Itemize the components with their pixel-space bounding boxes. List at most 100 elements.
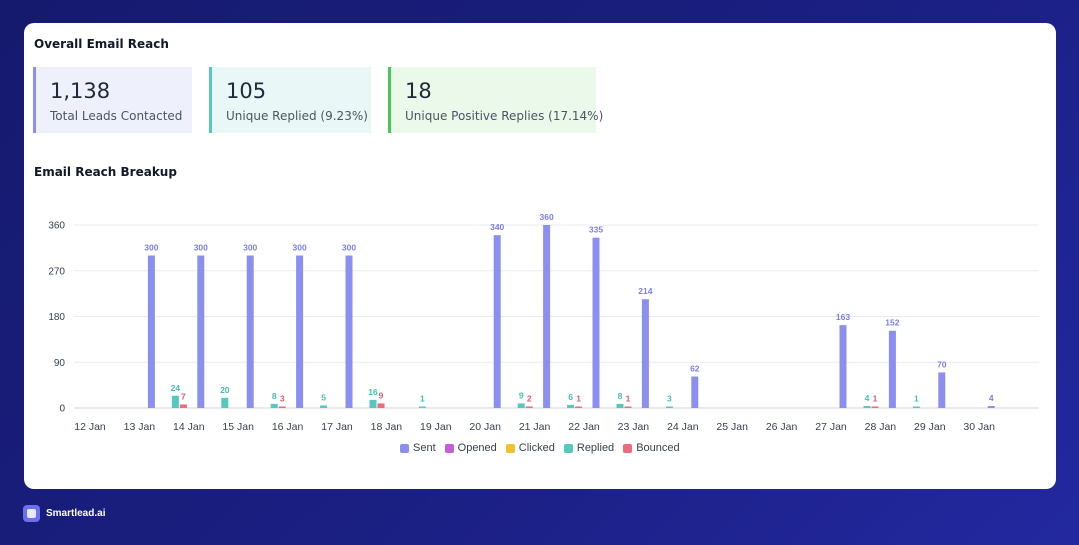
x-tick-label: 23 Jan: [618, 421, 650, 433]
x-tick-label: 25 Jan: [716, 421, 748, 433]
bar-replied: [171, 395, 179, 408]
legend-label-sent: Sent: [413, 442, 436, 454]
stat-positive-replies-label: Unique Positive Replies (17.14%): [405, 109, 604, 123]
x-tick-label: 26 Jan: [766, 421, 798, 433]
data-label-replied: 20: [220, 385, 230, 395]
data-label-replied: 1: [420, 394, 425, 404]
bar-sent: [197, 255, 205, 408]
data-label-sent: 300: [243, 243, 257, 253]
data-label-bounced: 1: [873, 394, 878, 404]
bar-sent: [246, 255, 254, 408]
data-label-replied: 9: [519, 390, 524, 400]
data-label-bounced: 1: [576, 394, 581, 404]
bar-replied: [665, 406, 673, 408]
legend-swatch-opened: [444, 443, 454, 453]
data-label-sent: 300: [342, 243, 356, 253]
data-label-replied: 8: [272, 391, 277, 401]
bar-replied: [320, 405, 328, 408]
data-label-sent: 70: [937, 359, 947, 369]
x-tick-label: 20 Jan: [469, 421, 501, 433]
bar-sent: [641, 299, 649, 408]
bar-replied: [369, 399, 377, 408]
legend-swatch-bounced: [623, 443, 633, 453]
data-label-bounced: 3: [280, 393, 285, 403]
bar-sent: [938, 372, 946, 408]
x-tick-label: 14 Jan: [173, 421, 205, 433]
data-label-sent: 152: [885, 318, 899, 328]
data-label-replied: 24: [171, 383, 181, 393]
stat-positive-replies-value: 18: [405, 79, 432, 103]
legend-label-bounced: Bounced: [636, 442, 680, 454]
data-label-sent: 360: [540, 212, 554, 222]
bar-sent: [691, 376, 699, 408]
legend-item-replied[interactable]: Replied: [563, 442, 614, 454]
bar-sent: [839, 325, 847, 408]
y-tick-label: 180: [48, 312, 65, 323]
bar-bounced: [179, 404, 187, 408]
x-tick-label: 30 Jan: [963, 421, 995, 433]
data-label-sent: 335: [589, 225, 603, 235]
data-label-replied: 8: [618, 391, 623, 401]
data-label-replied: 6: [568, 392, 573, 402]
x-tick-label: 13 Jan: [124, 421, 156, 433]
legend-item-bounced[interactable]: Bounced: [623, 442, 680, 454]
stat-unique-replied-value: 105: [226, 79, 267, 103]
chart-legend: Sent Opened Clicked Replied Bounced: [400, 442, 680, 454]
x-tick-label: 18 Jan: [371, 421, 403, 433]
x-tick-label: 29 Jan: [914, 421, 946, 433]
y-tick-label: 270: [48, 266, 65, 277]
legend-label-opened: Opened: [457, 442, 497, 454]
bar-replied: [912, 406, 920, 408]
data-label-replied: 16: [368, 387, 378, 397]
legend-item-sent[interactable]: Sent: [400, 442, 436, 454]
brand: Smartlead.ai: [23, 505, 105, 522]
bar-replied: [221, 397, 229, 408]
bar-bounced: [377, 403, 385, 408]
data-label-sent: 4: [989, 393, 994, 403]
bar-replied: [270, 403, 278, 408]
data-label-sent: 340: [490, 222, 504, 232]
data-label-sent: 300: [194, 243, 208, 253]
bar-replied: [567, 404, 575, 408]
legend-label-clicked: Clicked: [518, 442, 555, 454]
bar-sent: [543, 225, 551, 408]
x-tick-label: 17 Jan: [321, 421, 353, 433]
legend-item-clicked[interactable]: Clicked: [505, 442, 555, 454]
x-tick-label: 22 Jan: [568, 421, 600, 433]
bar-bounced: [525, 406, 533, 408]
data-label-bounced: 9: [379, 390, 384, 400]
legend-item-opened[interactable]: Opened: [444, 442, 497, 454]
data-label-bounced: 1: [626, 394, 631, 404]
bar-bounced: [575, 406, 583, 408]
bar-sent: [493, 235, 501, 408]
legend-swatch-sent: [400, 443, 409, 453]
data-label-bounced: 7: [181, 391, 186, 401]
email-reach-breakup-title: Email Reach Breakup: [34, 165, 177, 179]
legend-swatch-clicked: [505, 443, 515, 453]
data-label-replied: 1: [914, 394, 919, 404]
bar-replied: [863, 405, 871, 408]
data-label-sent: 300: [293, 243, 307, 253]
stat-unique-replied: 105 Unique Replied (9.23%): [209, 67, 371, 133]
legend-swatch-replied: [563, 443, 573, 453]
bar-sent: [147, 255, 155, 408]
data-label-sent: 62: [690, 363, 700, 373]
data-label-sent: 214: [638, 286, 652, 296]
bar-bounced: [624, 406, 632, 408]
data-label-replied: 4: [865, 393, 870, 403]
x-tick-label: 24 Jan: [667, 421, 699, 433]
data-label-sent: 163: [836, 312, 850, 322]
stat-unique-replied-label: Unique Replied (9.23%): [226, 109, 368, 123]
data-label-replied: 5: [321, 392, 326, 402]
x-tick-label: 12 Jan: [74, 421, 106, 433]
bar-sent: [888, 330, 896, 408]
stat-total-leads-label: Total Leads Contacted: [50, 109, 183, 123]
data-label-bounced: 2: [527, 394, 532, 404]
y-tick-label: 90: [54, 358, 66, 369]
bar-sent: [987, 405, 995, 408]
x-tick-label: 27 Jan: [815, 421, 847, 433]
bar-bounced: [871, 406, 879, 408]
x-tick-label: 21 Jan: [519, 421, 551, 433]
bar-replied: [616, 403, 624, 408]
